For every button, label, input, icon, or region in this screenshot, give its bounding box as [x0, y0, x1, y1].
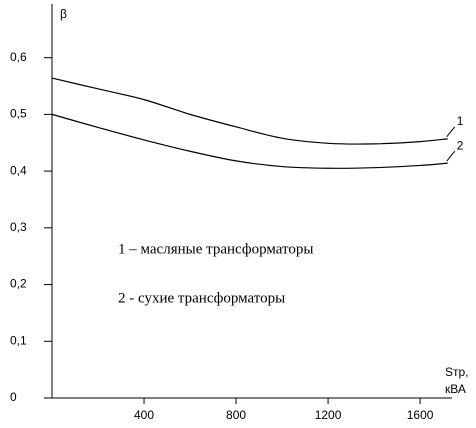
x-axis-label: кВА: [445, 382, 466, 396]
y-tick-label: 0,4: [10, 163, 27, 177]
series-label: 2: [457, 138, 464, 152]
x-tick-label: 1200: [315, 408, 342, 422]
y-tick-label: 0: [10, 390, 17, 404]
y-tick-label: 0,2: [10, 277, 27, 291]
x-tick-label: 800: [226, 408, 246, 422]
annotation: 1 – масляные трансформаторы: [118, 241, 313, 257]
line-series: [51, 113, 448, 169]
y-axis-label: β: [60, 7, 67, 21]
series-label: 1: [457, 114, 464, 128]
y-tick-label: 0,3: [10, 220, 27, 234]
x-tick-label: 400: [134, 408, 154, 422]
x-axis-label: Sтр,: [445, 365, 469, 379]
leader-line: [446, 150, 456, 162]
annotation: 2 - сухие трансформаторы: [118, 290, 285, 306]
y-tick-label: 0,1: [10, 333, 27, 347]
line-series: [51, 77, 448, 145]
y-tick-label: 0,6: [10, 50, 27, 64]
y-tick-label: 0,5: [10, 107, 27, 121]
x-tick-label: 1600: [407, 408, 434, 422]
leader-line: [446, 126, 456, 138]
